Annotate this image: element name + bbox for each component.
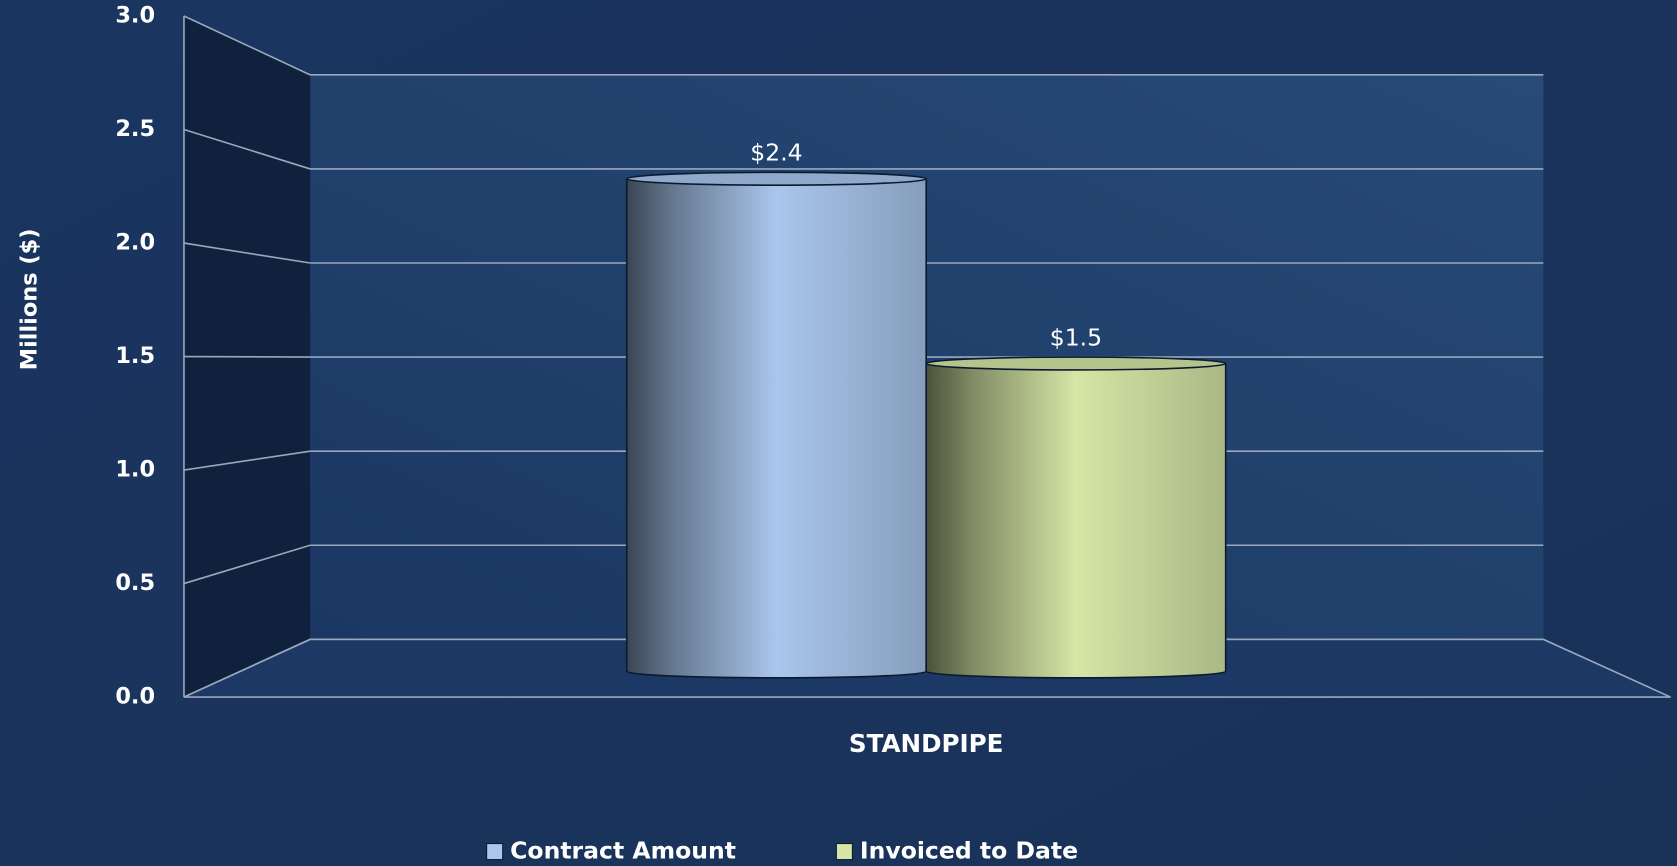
y-tick-label: 1.5 [115, 343, 155, 369]
legend-label: Invoiced to Date [860, 837, 1078, 865]
side-grid-line [183, 638, 311, 698]
legend-swatch [486, 843, 504, 861]
y-tick-label: 0.0 [115, 684, 155, 710]
y-tick-label: 2.0 [115, 230, 155, 256]
x-tick-label: STANDPIPE [849, 729, 1004, 758]
y-tick-label: 2.5 [115, 116, 155, 142]
y-tick-label: 0.5 [115, 570, 155, 596]
side-grid-line [183, 544, 311, 585]
bar [925, 362, 1227, 679]
side-grid-line [183, 242, 311, 264]
bar-top [925, 356, 1227, 371]
side-grid-line [183, 128, 311, 170]
side-grid-line [183, 15, 311, 76]
data-label: $2.4 [750, 139, 802, 167]
bar [625, 177, 928, 679]
y-tick-label: 1.0 [115, 457, 155, 483]
legend-swatch [835, 843, 853, 861]
side-grid-line [183, 450, 311, 471]
legend-label: Contract Amount [510, 837, 736, 865]
data-label: $1.5 [1050, 323, 1102, 351]
y-tick-label: 3.0 [115, 3, 155, 29]
y-axis-label: Millions ($) [16, 228, 42, 370]
bar-top [625, 171, 928, 186]
side-grid-line [183, 355, 311, 358]
